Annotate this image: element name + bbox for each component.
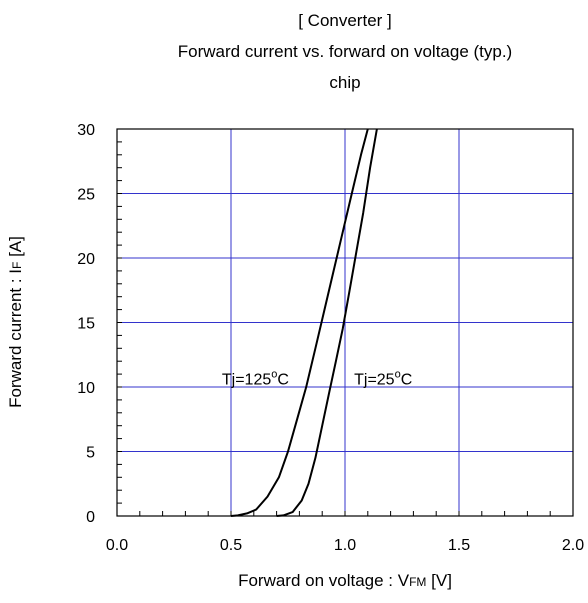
grid	[117, 129, 573, 516]
x-tick-label: 1.0	[334, 537, 356, 554]
x-tick-label: 0.5	[220, 537, 242, 554]
series-line	[276, 128, 378, 517]
y-tick-label: 25	[77, 187, 95, 204]
x-tick-label: 0.0	[106, 537, 128, 554]
y-tick-label: 0	[86, 509, 95, 526]
y-tick-label: 15	[77, 316, 95, 333]
annotation-label: Tj=25oC	[354, 368, 412, 388]
y-tick-label: 30	[77, 122, 95, 139]
annotation-label: Tj=125oC	[222, 368, 289, 388]
minor-ticks	[116, 128, 574, 517]
y-tick-labels: 0 5 10 15 20 25 30	[77, 122, 95, 526]
annotations: Tj=125oC Tj=25oC	[222, 368, 412, 388]
series-line	[230, 128, 369, 517]
y-tick-label: 5	[86, 445, 95, 462]
y-tick-label: 10	[77, 380, 95, 397]
plot-frame	[116, 128, 574, 517]
x-axis-label: Forward on voltage : VFM [V]	[238, 571, 452, 590]
chart-title: [ Converter ]	[298, 11, 392, 30]
x-tick-label: 1.5	[448, 537, 470, 554]
y-tick-label: 20	[77, 251, 95, 268]
y-axis-label: Forward current : IF [A]	[6, 236, 25, 408]
chart-subtitle-chip: chip	[329, 73, 360, 92]
series-lines	[230, 128, 378, 517]
x-tick-label: 2.0	[562, 537, 584, 554]
x-tick-labels: 0.0 0.5 1.0 1.5 2.0	[106, 537, 584, 554]
chart-subtitle: Forward current vs. forward on voltage (…	[178, 42, 512, 61]
